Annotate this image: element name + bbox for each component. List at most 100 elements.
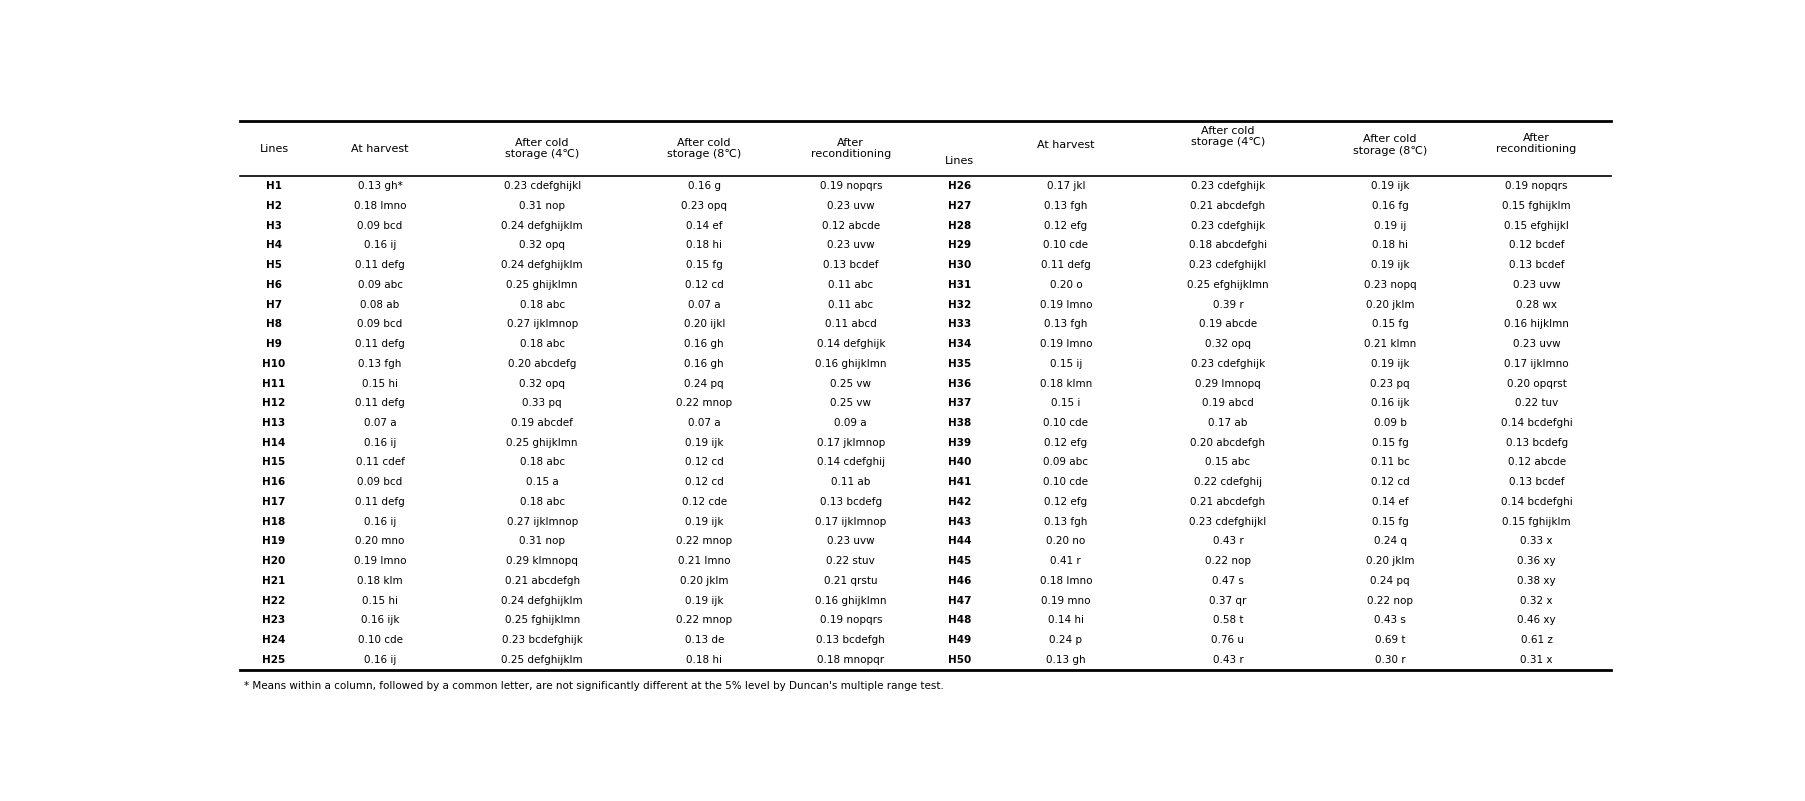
Text: 0.25 ghijklmn: 0.25 ghijklmn [505, 437, 578, 448]
Text: H36: H36 [948, 379, 971, 388]
Text: 0.16 ijk: 0.16 ijk [361, 615, 399, 626]
Text: 0.29 lmnopq: 0.29 lmnopq [1195, 379, 1260, 388]
Text: H38: H38 [948, 418, 971, 428]
Text: 0.20 jklm: 0.20 jklm [1365, 300, 1413, 310]
Text: 0.12 abcde: 0.12 abcde [821, 220, 879, 231]
Text: 0.22 tuv: 0.22 tuv [1514, 398, 1558, 409]
Text: * Means within a column, followed by a common letter, are not significantly diff: * Means within a column, followed by a c… [244, 681, 944, 690]
Text: 0.18 abcdefghi: 0.18 abcdefghi [1188, 240, 1267, 251]
Text: 0.24 defghijklm: 0.24 defghijklm [502, 260, 583, 270]
Text: 0.15 fg: 0.15 fg [1372, 320, 1408, 329]
Text: 0.31 x: 0.31 x [1520, 655, 1552, 665]
Text: 0.22 nop: 0.22 nop [1204, 556, 1251, 566]
Text: 0.14 ef: 0.14 ef [1372, 497, 1408, 507]
Text: H25: H25 [262, 655, 285, 665]
Text: At harvest: At harvest [352, 143, 408, 154]
Text: 0.19 lmno: 0.19 lmno [1040, 300, 1092, 310]
Text: H6: H6 [265, 280, 282, 290]
Text: 0.12 efg: 0.12 efg [1043, 497, 1087, 507]
Text: 0.20 no: 0.20 no [1045, 537, 1085, 546]
Text: 0.24 q: 0.24 q [1374, 537, 1406, 546]
Text: 0.10 cde: 0.10 cde [1043, 240, 1088, 251]
Text: 0.16 hijklmn: 0.16 hijklmn [1504, 320, 1569, 329]
Text: H37: H37 [948, 398, 971, 409]
Text: 0.39 r: 0.39 r [1211, 300, 1242, 310]
Text: 0.07 a: 0.07 a [363, 418, 395, 428]
Text: H43: H43 [948, 517, 971, 527]
Text: 0.09 abc: 0.09 abc [357, 280, 403, 290]
Text: 0.32 opq: 0.32 opq [1204, 339, 1251, 349]
Text: H28: H28 [948, 220, 971, 231]
Text: 0.58 t: 0.58 t [1211, 615, 1242, 626]
Text: After cold
storage (8℃): After cold storage (8℃) [666, 138, 742, 159]
Text: 0.15 ij: 0.15 ij [1049, 359, 1081, 368]
Text: 0.13 bcdef: 0.13 bcdef [1507, 260, 1563, 270]
Text: 0.13 fgh: 0.13 fgh [1043, 517, 1087, 527]
Text: 0.16 gh: 0.16 gh [684, 359, 724, 368]
Text: 0.43 r: 0.43 r [1211, 537, 1242, 546]
Text: H44: H44 [948, 537, 971, 546]
Text: After
reconditioning: After reconditioning [810, 138, 890, 159]
Text: 0.16 ghijklmn: 0.16 ghijklmn [814, 359, 886, 368]
Text: 0.12 cd: 0.12 cd [684, 477, 724, 487]
Text: 0.16 ij: 0.16 ij [363, 655, 395, 665]
Text: 0.37 qr: 0.37 qr [1209, 596, 1245, 606]
Text: 0.18 lmno: 0.18 lmno [354, 201, 406, 211]
Text: H16: H16 [262, 477, 285, 487]
Text: 0.21 klmn: 0.21 klmn [1363, 339, 1415, 349]
Text: 0.15 i: 0.15 i [1051, 398, 1079, 409]
Text: 0.11 defg: 0.11 defg [356, 339, 404, 349]
Text: 0.12 bcdef: 0.12 bcdef [1507, 240, 1563, 251]
Text: H14: H14 [262, 437, 285, 448]
Text: 0.11 abcd: 0.11 abcd [825, 320, 875, 329]
Text: 0.43 s: 0.43 s [1374, 615, 1406, 626]
Text: 0.13 fgh: 0.13 fgh [1043, 320, 1087, 329]
Text: 0.16 ij: 0.16 ij [363, 517, 395, 527]
Text: 0.46 xy: 0.46 xy [1516, 615, 1556, 626]
Text: H1: H1 [265, 181, 282, 191]
Text: 0.18 klm: 0.18 klm [357, 576, 403, 586]
Text: 0.41 r: 0.41 r [1051, 556, 1081, 566]
Text: 0.17 jkl: 0.17 jkl [1047, 181, 1085, 191]
Text: 0.23 cdefghijk: 0.23 cdefghijk [1189, 220, 1264, 231]
Text: 0.12 abcde: 0.12 abcde [1507, 457, 1565, 468]
Text: H8: H8 [265, 320, 282, 329]
Text: 0.23 uvw: 0.23 uvw [827, 537, 874, 546]
Text: 0.33 x: 0.33 x [1520, 537, 1552, 546]
Text: 0.33 pq: 0.33 pq [522, 398, 561, 409]
Text: H39: H39 [948, 437, 971, 448]
Text: 0.24 p: 0.24 p [1049, 635, 1081, 645]
Text: H21: H21 [262, 576, 285, 586]
Text: 0.22 mnop: 0.22 mnop [675, 398, 731, 409]
Text: 0.24 defghijklm: 0.24 defghijklm [502, 220, 583, 231]
Text: 0.18 abc: 0.18 abc [520, 300, 565, 310]
Text: 0.13 gh: 0.13 gh [1045, 655, 1085, 665]
Text: 0.23 cdefghijkl: 0.23 cdefghijkl [1189, 260, 1265, 270]
Text: 0.13 de: 0.13 de [684, 635, 724, 645]
Text: 0.14 bcdefghi: 0.14 bcdefghi [1500, 497, 1572, 507]
Text: 0.10 cde: 0.10 cde [1043, 477, 1088, 487]
Text: H19: H19 [262, 537, 285, 546]
Text: 0.16 g: 0.16 g [688, 181, 720, 191]
Text: 0.13 fgh: 0.13 fgh [357, 359, 401, 368]
Text: 0.19 ijk: 0.19 ijk [684, 437, 724, 448]
Text: 0.12 cd: 0.12 cd [1370, 477, 1408, 487]
Text: 0.13 bcdefgh: 0.13 bcdefgh [816, 635, 884, 645]
Text: H49: H49 [948, 635, 971, 645]
Text: 0.18 abc: 0.18 abc [520, 457, 565, 468]
Text: 0.19 ijk: 0.19 ijk [1370, 359, 1408, 368]
Text: 0.15 fghijklm: 0.15 fghijklm [1502, 201, 1570, 211]
Text: 0.19 abcd: 0.19 abcd [1202, 398, 1253, 409]
Text: 0.21 lmno: 0.21 lmno [677, 556, 729, 566]
Text: 0.22 cdefghij: 0.22 cdefghij [1193, 477, 1262, 487]
Text: 0.23 cdefghijkl: 0.23 cdefghijkl [1189, 517, 1265, 527]
Text: H9: H9 [265, 339, 282, 349]
Text: 0.32 opq: 0.32 opq [518, 240, 565, 251]
Text: H31: H31 [948, 280, 971, 290]
Text: After cold
storage (4℃): After cold storage (4℃) [1189, 126, 1264, 147]
Text: H26: H26 [948, 181, 971, 191]
Text: 0.47 s: 0.47 s [1211, 576, 1244, 586]
Text: 0.17 ijklmnop: 0.17 ijklmnop [814, 517, 886, 527]
Text: 0.11 defg: 0.11 defg [356, 398, 404, 409]
Text: 0.29 klmnopq: 0.29 klmnopq [505, 556, 578, 566]
